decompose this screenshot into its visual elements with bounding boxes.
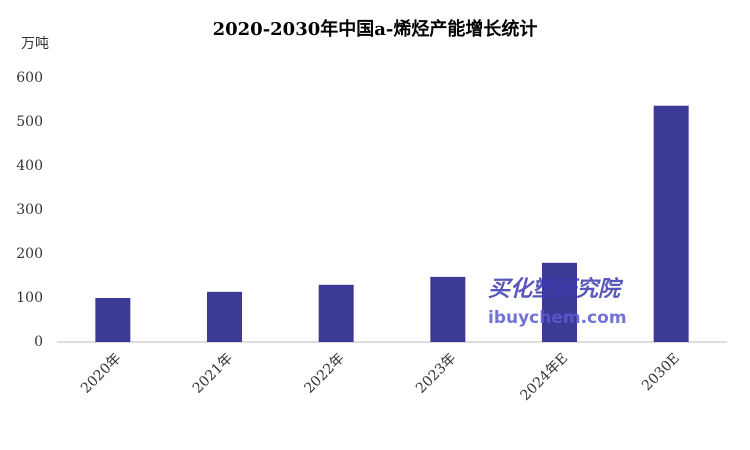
x-tick-label: 2022年: [301, 350, 347, 396]
bar: [653, 105, 689, 342]
x-tick-label: 2020年: [78, 350, 124, 396]
y-tick-label: 100: [16, 290, 43, 306]
y-tick-label: 0: [34, 334, 43, 350]
watermark: 买化塑研究院: [488, 276, 624, 302]
x-tick-label: 2030E: [639, 350, 683, 394]
bar: [542, 262, 577, 342]
x-tick-label: 2021年: [190, 350, 236, 396]
y-axis-unit: 万吨: [21, 36, 49, 52]
chart-title: 2020-2030年中国a-烯烃产能增长统计: [213, 18, 538, 40]
y-tick-label: 300: [16, 202, 43, 218]
bar: [430, 276, 466, 342]
x-tick-label: 2023年: [413, 350, 459, 396]
y-tick-label: 200: [16, 246, 43, 262]
y-tick-label: 600: [16, 70, 43, 86]
watermark: ibuychem.com: [488, 308, 627, 328]
bar: [207, 291, 242, 342]
y-tick-label: 400: [16, 158, 43, 174]
bar: [95, 298, 131, 342]
y-tick-label: 500: [16, 114, 43, 130]
bar: [318, 284, 354, 342]
x-tick-label: 2024年E: [518, 350, 572, 404]
